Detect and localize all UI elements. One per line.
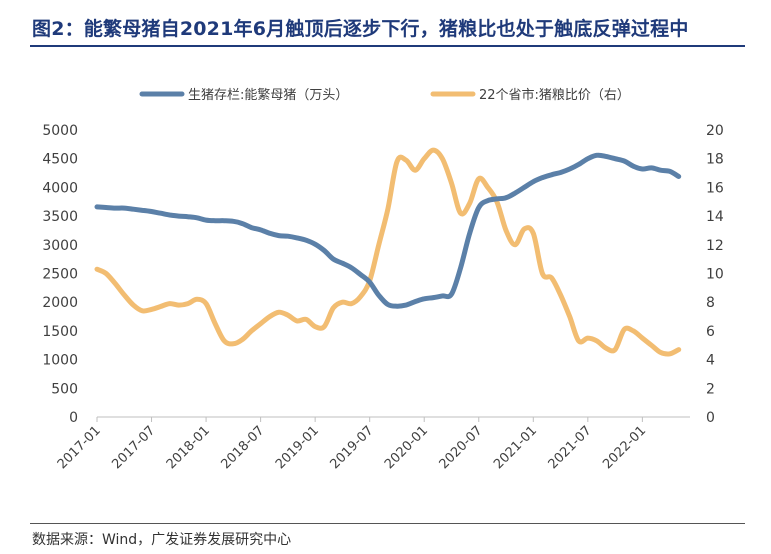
y-right-tick-label: 8 (706, 295, 715, 311)
x-tick-label: 2020-07 (437, 423, 486, 472)
series-line-sow-inventory (94, 152, 682, 309)
figure-title: 图2：能繁母猪自2021年6月触顶后逐步下行，猪粮比也处于触底反弹过程中 (32, 18, 689, 40)
source-rule (30, 523, 745, 524)
x-tick-label: 2021-07 (546, 423, 595, 472)
x-tick-label: 2021-01 (491, 423, 540, 472)
y-left-tick-label: 2000 (42, 295, 78, 311)
y-right-tick-label: 0 (706, 410, 715, 426)
x-tick-label: 2017-07 (109, 423, 158, 472)
y-right-tick-label: 16 (706, 180, 724, 196)
y-left-tick-label: 3500 (42, 209, 78, 225)
series-line-hog-grain-ratio (94, 147, 682, 357)
x-tick-label: 2018-01 (164, 423, 213, 472)
legend-label-sow-inventory: 生猪存栏:能繁母猪（万头） (188, 87, 348, 103)
y-right-tick-label: 12 (706, 238, 724, 254)
data-source: 数据来源：Wind，广发证券发展研究中心 (32, 532, 292, 548)
y-left-tick-label: 500 (51, 381, 78, 397)
x-tick-label: 2020-01 (382, 423, 431, 472)
y-left-tick-label: 4500 (42, 152, 78, 168)
y-right-tick-label: 18 (706, 152, 724, 168)
y-left-tick-label: 1000 (42, 353, 78, 369)
y-left-tick-label: 0 (69, 410, 78, 426)
y-right-tick-label: 10 (706, 267, 724, 283)
title-rule (30, 45, 745, 47)
y-right-tick-label: 4 (706, 353, 715, 369)
y-right-tick-label: 6 (706, 324, 715, 340)
chart: 5000450040003500300025002000150010005000… (42, 87, 724, 472)
y-right-tick-label: 2 (706, 381, 715, 397)
x-tick-label: 2018-07 (218, 423, 267, 472)
x-tick-label: 2022-01 (600, 423, 649, 472)
y-left-tick-label: 4000 (42, 180, 78, 196)
x-tick-label: 2019-07 (327, 423, 376, 472)
legend-label-hog-grain-ratio: 22个省市:猪粮比价（右） (479, 87, 630, 103)
y-right-tick-label: 20 (706, 123, 724, 139)
x-tick-label: 2017-01 (55, 423, 104, 472)
y-left-tick-label: 5000 (42, 123, 78, 139)
y-left-tick-label: 3000 (42, 238, 78, 254)
y-right-tick-label: 14 (706, 209, 724, 225)
x-tick-label: 2019-01 (273, 423, 322, 472)
y-left-tick-label: 2500 (42, 267, 78, 283)
y-left-tick-label: 1500 (42, 324, 78, 340)
